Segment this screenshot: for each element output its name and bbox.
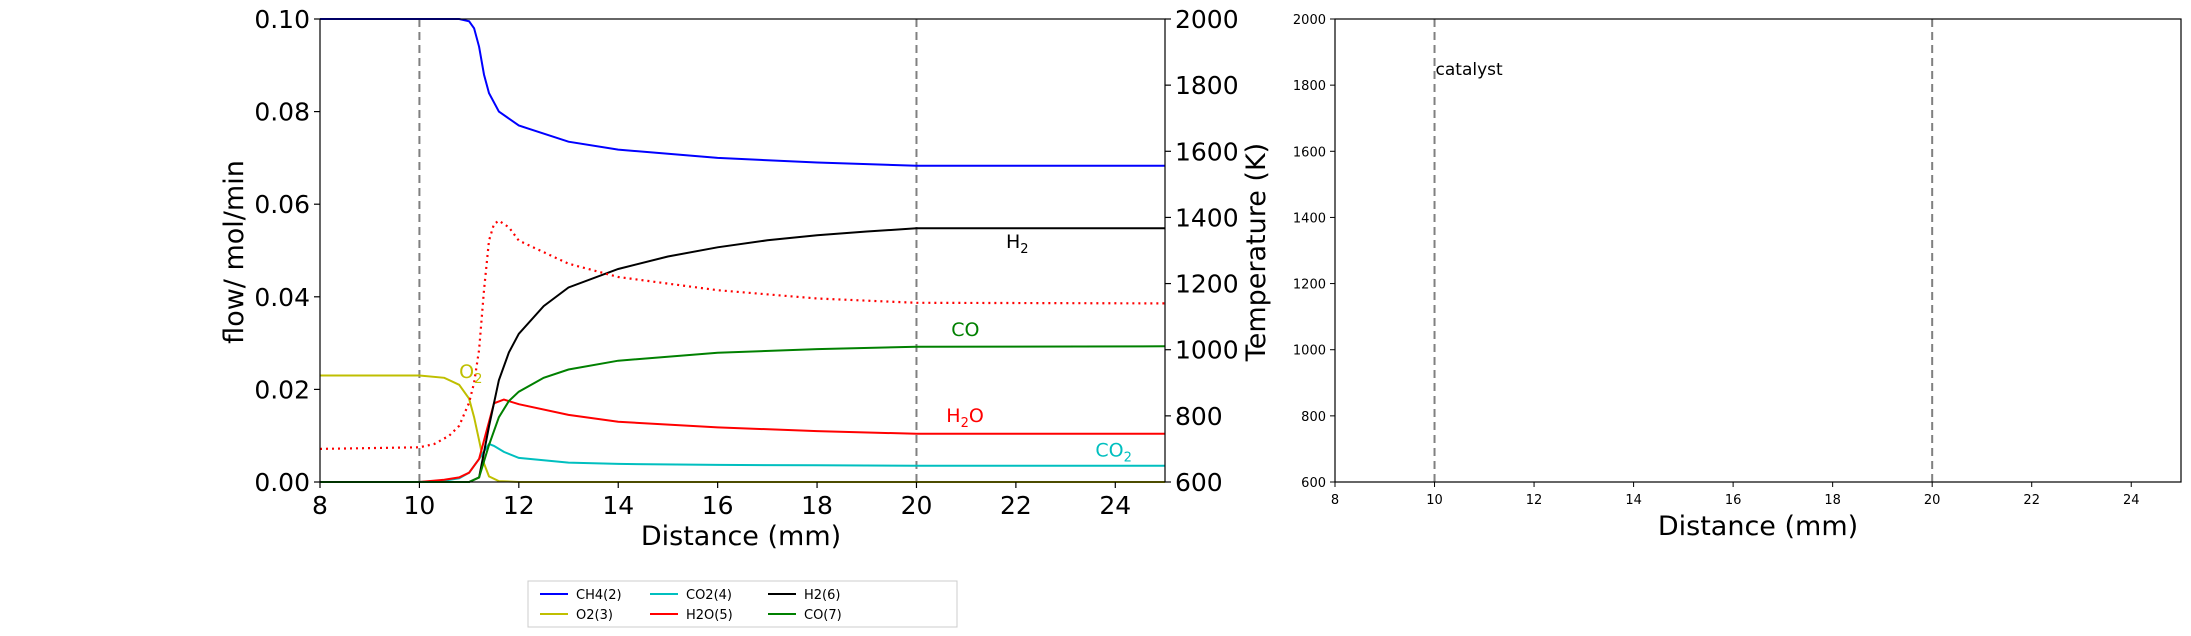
x-tick-label: 14 [602,491,634,520]
legend-label-ch4-2: CH4(2) [576,588,622,603]
y-tick-label: 2000 [1293,13,1326,28]
x-tick-label: 8 [1331,493,1339,508]
y-right-tick-label: 2000 [1175,5,1239,34]
series-line-co-7 [320,345,1166,483]
y-axis-label: flow/ mol/min [219,160,250,344]
y-tick-label: 0.00 [254,468,310,497]
x-axis-ticks: 8 10 12 14 16 18 20 22 24 [1331,482,2140,508]
annotation-h2o: H2O [946,405,984,431]
temperature-chart: 8 10 12 14 16 18 20 22 24 600 800 1000 1200 1400 1600… [1293,13,2182,542]
y-tick-label: 0.04 [254,283,310,312]
x-tick-label: 14 [1625,493,1642,508]
legend-label-o2-3: O2(3) [576,608,613,623]
series-line-co2-4 [320,442,1165,483]
x-tick-label: 12 [1526,493,1543,508]
y-tick-label: 800 [1301,410,1326,425]
y-right-axis-label: Temperature (K) [1241,143,1272,362]
y-right-tick-label: 800 [1175,402,1223,431]
y-tick-label: 600 [1301,476,1326,491]
x-tick-label: 8 [312,491,328,520]
y-tick-label: 1000 [1293,344,1326,359]
annotation-h2: H2 [1006,231,1029,257]
y-tick-label: 0.10 [254,5,310,34]
annotation-o2: O2 [459,361,482,387]
y-tick-label: 0.08 [254,98,310,127]
series-line-temperature-dotted [319,219,1166,450]
y-right-tick-label: 1400 [1175,203,1239,232]
x-axis-label: Distance (mm) [1658,511,1858,542]
x-tick-label: 10 [404,491,436,520]
y-right-tick-label: 1600 [1175,137,1239,166]
x-tick-label: 16 [1725,493,1742,508]
legend: CH4(2) O2(3) CO2(4) H2O(5) H2(6) CO(7) [527,580,958,628]
flow-chart-frame [319,18,1166,483]
x-axis-label: Distance (mm) [641,521,841,552]
y-right-tick-label: 1800 [1175,71,1239,100]
series-line-ch4-2 [320,18,1165,167]
x-tick-label: 24 [1099,491,1131,520]
x-tick-label: 22 [1000,491,1032,520]
legend-label-co-7: CO(7) [804,608,842,623]
y-tick-label: 0.02 [254,375,310,404]
y-axis-ticks: 0.00 0.02 0.04 0.06 0.08 0.10 [254,5,320,497]
y-tick-label: 1600 [1293,145,1326,160]
series-line-h2-6 [320,227,1165,483]
legend-label-h2o-5: H2O(5) [686,608,733,623]
x-axis-ticks: 8 10 12 14 16 18 20 22 24 [312,482,1131,520]
x-tick-label: 10 [1426,493,1443,508]
y-right-tick-label: 1200 [1175,270,1239,299]
x-tick-label: 20 [901,491,933,520]
x-tick-label: 12 [503,491,535,520]
flow-chart: 8 10 12 14 16 18 20 22 24 0.000.020.040.060.080.… [219,5,1272,552]
y-tick-label: 1400 [1293,211,1326,226]
y-axis-ticks: 600 800 1000 1200 1400 1600 1800 2000 [1293,13,1335,491]
catalyst-label: catalyst [1436,60,1503,80]
x-tick-label: 18 [801,491,833,520]
y-tick-label: 0.06 [254,190,310,219]
legend-entries: CH4(2) O2(3) CO2(4) H2O(5) H2(6) CO(7) [540,588,842,623]
series-line-o2-3 [320,374,1165,483]
species-annotations: H2 CO H2O CO2 O2 [459,231,1132,465]
x-tick-label: 16 [702,491,734,520]
annotation-co2: CO2 [1095,440,1132,466]
x-tick-label: 18 [1824,493,1841,508]
legend-label-h2-6: H2(6) [804,588,840,603]
x-tick-label: 22 [2023,493,2040,508]
x-tick-label: 24 [2123,493,2140,508]
temperature-chart-frame [1334,18,2182,483]
y-tick-label: 1200 [1293,278,1326,293]
y-right-tick-label: 1000 [1175,336,1239,365]
y-right-axis-ticks: 600 800 1000 1200 1400 1600 1800 2000 [1165,5,1239,497]
legend-frame [527,580,958,628]
annotation-co: CO [951,319,979,341]
x-tick-label: 20 [1924,493,1941,508]
catalyst-boundary-lines [1433,19,1934,482]
y-tick-label: 1800 [1293,79,1326,94]
flow-series-lines [319,18,1166,483]
y-right-tick-label: 600 [1175,468,1223,497]
legend-label-co2-4: CO2(4) [686,588,732,603]
catalyst-boundary-lines [418,19,918,482]
series-line-h2o-5 [320,398,1165,483]
